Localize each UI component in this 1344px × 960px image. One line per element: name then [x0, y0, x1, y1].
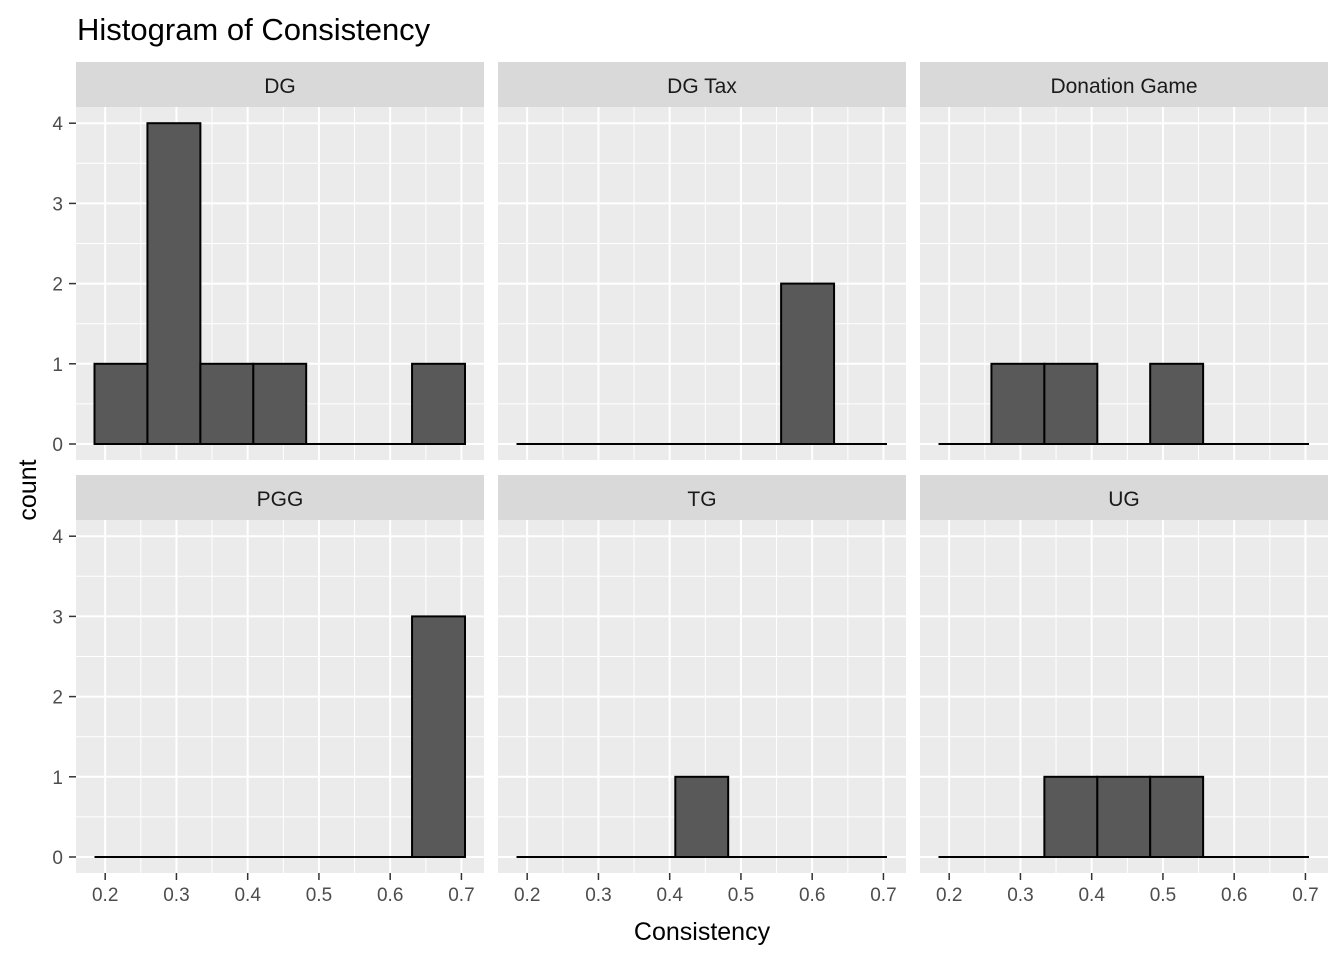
y-tick-label: 4 — [52, 114, 63, 135]
histogram-bar — [146, 122, 202, 445]
x-tick-label: 0.4 — [1078, 885, 1105, 906]
histogram-bar — [252, 362, 308, 445]
y-tick-label: 0 — [52, 848, 63, 869]
facet-panel: Donation Game — [920, 62, 1328, 460]
x-tick-label: 0.5 — [1150, 885, 1176, 906]
y-tick-label: 2 — [52, 275, 63, 296]
histogram-bar — [1043, 775, 1099, 858]
chart-title: Histogram of Consistency — [77, 12, 431, 47]
facet-panel: UG 0.2 0.3 0.4 0.5 0.6 0.7 — [920, 475, 1328, 906]
histogram-bar — [1149, 775, 1205, 858]
y-tick-label: 1 — [52, 768, 63, 789]
x-tick-label: 0.6 — [799, 885, 825, 906]
histogram-bar — [93, 362, 149, 445]
histogram-bar — [1149, 362, 1205, 445]
x-tick-label: 0.5 — [306, 885, 332, 906]
facet-strip — [76, 475, 484, 520]
facet-label: UG — [1108, 488, 1140, 511]
x-tick-label: 0.2 — [936, 885, 962, 906]
x-tick-label: 0.6 — [1221, 885, 1247, 906]
facet-strip — [498, 475, 906, 520]
histogram-bar — [411, 615, 466, 859]
x-tick-label: 0.3 — [1007, 885, 1033, 906]
x-tick-label: 0.7 — [1292, 885, 1318, 906]
histogram-bar — [199, 362, 255, 445]
x-tick-label: 0.6 — [377, 885, 403, 906]
facet-label: DG — [264, 75, 296, 98]
histogram-bar — [780, 282, 836, 445]
facet-strip — [920, 475, 1328, 520]
histogram-bar — [990, 362, 1046, 445]
y-tick-label: 3 — [52, 607, 63, 628]
x-tick-label: 0.5 — [728, 885, 754, 906]
histogram-bar — [1096, 775, 1152, 858]
facet-panel: TG 0.2 0.3 0.4 0.5 0.6 0.7 — [498, 475, 906, 906]
x-tick-label: 0.4 — [234, 885, 261, 906]
y-tick-label: 4 — [52, 527, 63, 548]
x-axis-title: Consistency — [634, 918, 771, 946]
histogram-bar — [674, 775, 730, 858]
x-tick-label: 0.3 — [163, 885, 189, 906]
facet-panel: DG Tax — [498, 62, 906, 460]
y-tick-label: 0 — [52, 435, 63, 456]
histogram-bar — [1043, 362, 1099, 445]
x-tick-label: 0.2 — [92, 885, 118, 906]
y-tick-label: 3 — [52, 194, 63, 215]
histogram-bar — [411, 362, 466, 445]
x-tick-label: 0.7 — [870, 885, 896, 906]
facet-label: TG — [687, 488, 716, 511]
facet-strip — [498, 62, 906, 107]
facet-label: Donation Game — [1050, 75, 1197, 98]
facet-panels: DG 0 1 2 3 4 DG Tax Donation Game PGG 0 1 2 3 4 0.2 0.3… — [52, 62, 1328, 906]
facet-label: PGG — [257, 488, 304, 511]
facet-panel: PGG 0 1 2 3 4 0.2 0.3 0.4 0.5 0.6 0.7 — [52, 475, 484, 906]
x-tick-label: 0.3 — [585, 885, 611, 906]
facet-label: DG Tax — [667, 75, 737, 98]
x-tick-label: 0.2 — [514, 885, 540, 906]
facet-strip — [76, 62, 484, 107]
y-axis-title: count — [14, 459, 42, 520]
x-tick-label: 0.4 — [656, 885, 683, 906]
facet-panel: DG 0 1 2 3 4 — [52, 62, 484, 460]
facet-strip — [920, 62, 1328, 107]
x-tick-label: 0.7 — [448, 885, 474, 906]
y-tick-label: 1 — [52, 355, 63, 376]
y-tick-label: 2 — [52, 688, 63, 709]
